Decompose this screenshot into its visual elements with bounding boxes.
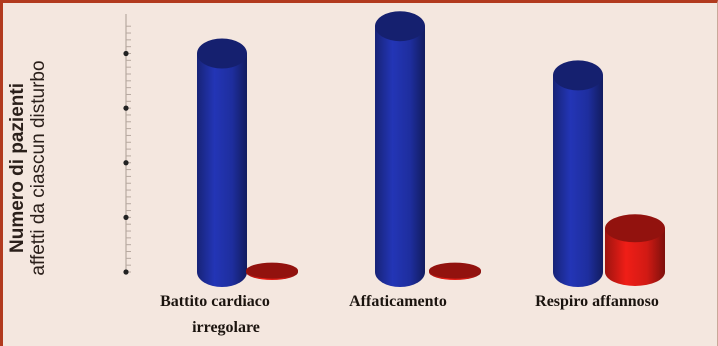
bar-top <box>429 262 481 279</box>
bar-body <box>197 53 247 288</box>
category-label: Respiro affannoso <box>535 293 659 310</box>
y-axis-tick-mark <box>123 269 129 275</box>
bar-top <box>197 38 247 69</box>
bar-body <box>605 228 665 286</box>
category-label: Battito cardiaco <box>160 293 270 310</box>
bar-top <box>553 60 603 91</box>
bar-body <box>553 75 603 288</box>
y-axis-tick-mark <box>123 214 129 220</box>
y-axis-tick-mark <box>123 50 129 57</box>
y-axis-tick-mark <box>123 105 129 111</box>
category-label: Affaticamento <box>349 293 447 310</box>
y-axis-tick-mark <box>123 160 129 166</box>
bar-top <box>375 11 425 42</box>
category-label: irregolare <box>192 319 260 336</box>
bar-top <box>605 214 665 243</box>
bar-top <box>246 262 298 279</box>
bar-body <box>375 26 425 288</box>
